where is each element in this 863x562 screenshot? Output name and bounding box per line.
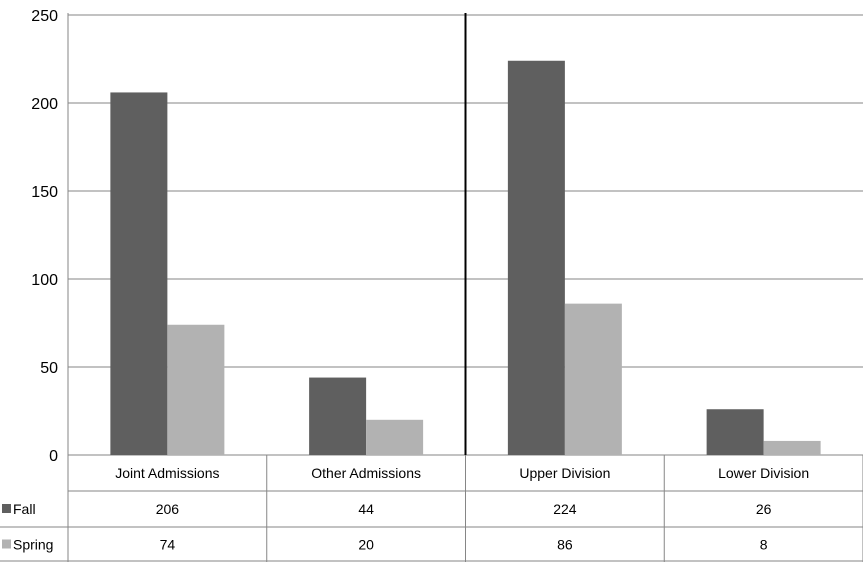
legend-key-spring <box>2 539 11 549</box>
category-label: Lower Division <box>718 465 809 481</box>
y-axis: 0 50 100 150 200 250 <box>31 8 69 465</box>
category-label: Joint Admissions <box>115 465 219 481</box>
bar-spring <box>167 324 225 455</box>
bar-spring <box>564 303 622 455</box>
bar-fall <box>309 377 367 455</box>
y-tick-label: 0 <box>49 448 58 465</box>
bar-fall <box>110 92 168 455</box>
y-tick-label: 200 <box>31 96 58 113</box>
data-label: 20 <box>358 537 374 553</box>
legend-label: Spring <box>13 537 53 553</box>
bars-layer <box>110 13 821 455</box>
data-label: 74 <box>160 537 176 553</box>
category-label: Other Admissions <box>311 465 421 481</box>
data-label: 26 <box>756 501 772 517</box>
bar-fall <box>507 60 565 455</box>
data-label: 86 <box>557 537 573 553</box>
y-tick-label: 250 <box>31 8 58 25</box>
data-table: Joint Admissions Other Admissions Upper Di… <box>0 455 863 562</box>
data-label: 206 <box>156 501 180 517</box>
bar-spring <box>763 440 821 455</box>
data-label: 8 <box>760 537 768 553</box>
bar-spring <box>366 419 424 455</box>
data-label: 44 <box>358 501 374 517</box>
legend-label: Fall <box>13 501 36 517</box>
y-tick-label: 150 <box>31 184 58 201</box>
legend-key-fall <box>2 504 11 513</box>
y-tick-label: 100 <box>31 272 58 289</box>
bar-fall <box>706 409 764 455</box>
data-label: 224 <box>553 501 577 517</box>
y-tick-label: 50 <box>40 360 58 377</box>
category-label: Upper Division <box>519 465 610 481</box>
